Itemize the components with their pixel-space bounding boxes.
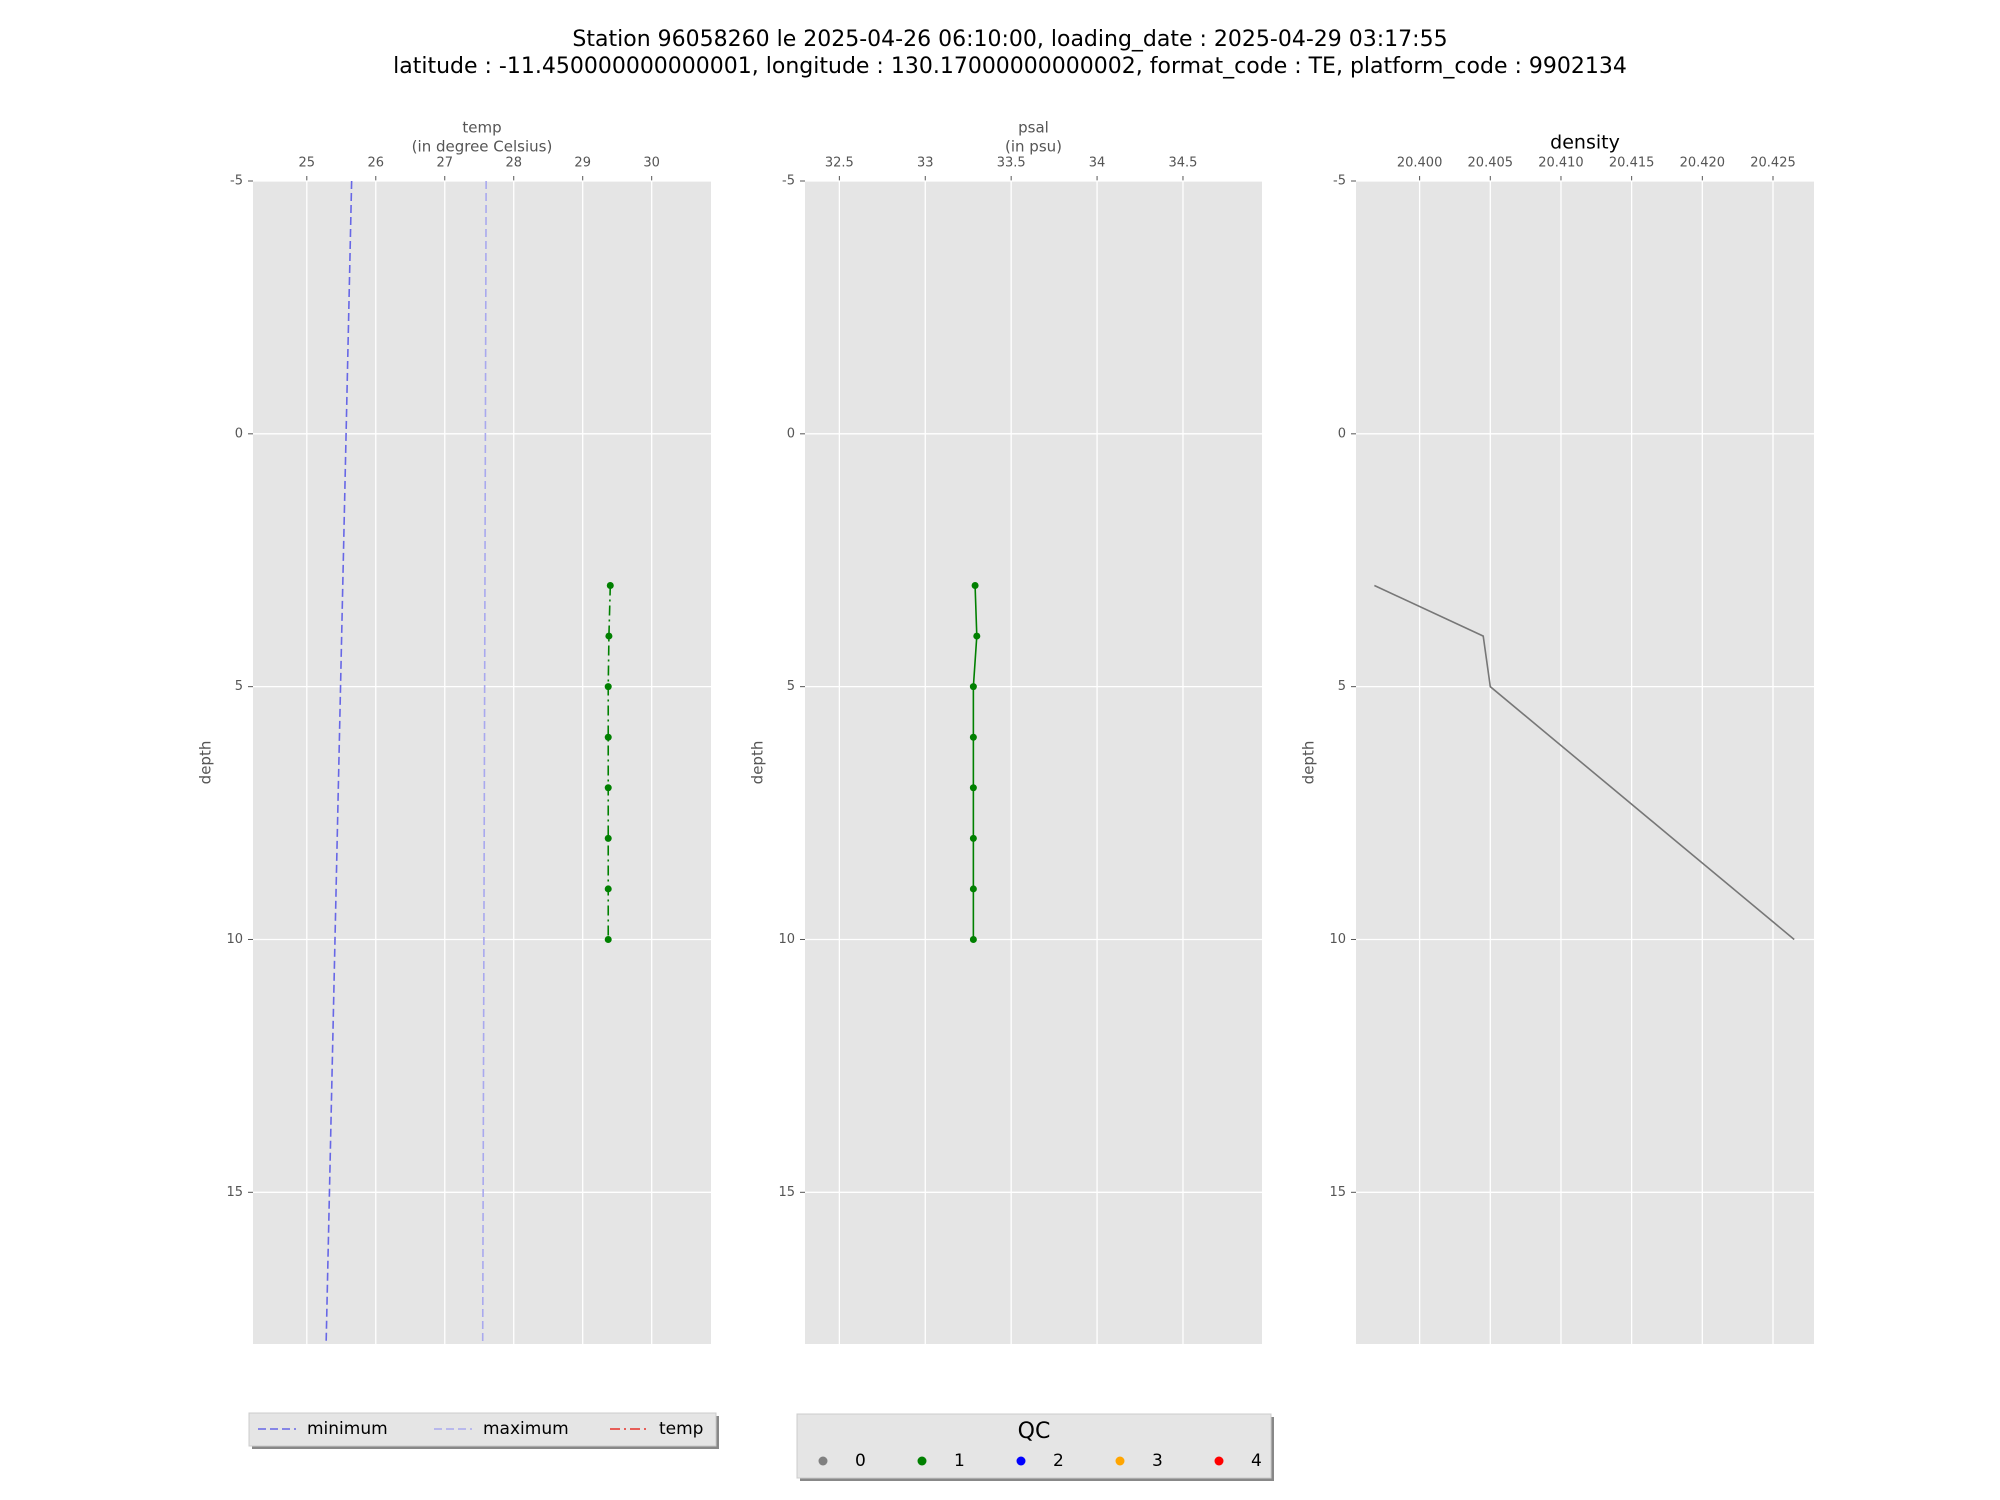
profile-line	[972, 585, 978, 940]
x-tick-label: 27	[436, 156, 453, 171]
x-tick-label: 32.5	[825, 156, 854, 171]
plot-area	[253, 181, 711, 1344]
qc-point	[604, 885, 612, 893]
legend-label: 2	[1053, 1451, 1064, 1471]
qc-point	[604, 733, 612, 741]
legend-label: 1	[954, 1451, 965, 1471]
x-tick-label: 20.400	[1397, 156, 1443, 171]
qc-point	[969, 885, 977, 893]
qc-point	[969, 834, 977, 842]
y-tick-label: 5	[1338, 679, 1346, 694]
x-tick-label: 20.405	[1468, 156, 1514, 171]
qc-point	[969, 733, 977, 741]
y-tick-label: -5	[782, 174, 795, 189]
qc-point	[969, 784, 977, 792]
legend-marker	[818, 1456, 828, 1466]
y-axis-label: depth	[1300, 741, 1318, 785]
plot-area	[1356, 181, 1814, 1344]
profile-line	[1374, 584, 1795, 941]
legend-box	[796, 1413, 1272, 1479]
legend-label: maximum	[483, 1419, 569, 1439]
qc-point	[969, 935, 977, 943]
x-tick-label: 20.420	[1680, 156, 1726, 171]
suptitle: Station 96058260 le 2025-04-26 06:10:00,…	[572, 27, 1447, 52]
x-tick-label: 20.415	[1609, 156, 1655, 171]
legend-marker	[917, 1456, 927, 1466]
x-tick-label: 26	[368, 156, 385, 171]
legend-label: 3	[1152, 1451, 1163, 1471]
y-tick-label: 10	[1329, 932, 1346, 947]
x-tick-label: 20.425	[1750, 156, 1796, 171]
plot-area	[805, 181, 1262, 1344]
panel-title: density	[1550, 132, 1620, 154]
profile-line	[607, 585, 612, 940]
legend-label: temp	[659, 1419, 703, 1439]
legend-title: QC	[1018, 1419, 1051, 1444]
profile-line	[325, 181, 353, 1344]
legend-marker	[1214, 1456, 1224, 1466]
x-tick-label: 33.5	[997, 156, 1026, 171]
x-tick-label: 28	[505, 156, 522, 171]
x-axis-label: temp	[462, 119, 501, 137]
legend-label: 0	[855, 1451, 866, 1471]
y-tick-label: 15	[778, 1185, 795, 1200]
y-axis-label: depth	[197, 741, 215, 785]
plot-clip-group	[1374, 584, 1795, 941]
x-tick-label: 33	[917, 156, 934, 171]
x-axis-label: psal	[1018, 119, 1049, 137]
x-axis-label: (in psu)	[1005, 138, 1062, 156]
y-tick-label: -5	[230, 174, 243, 189]
y-tick-label: 5	[787, 679, 795, 694]
qc-point	[605, 632, 613, 640]
qc-point	[969, 683, 977, 691]
x-tick-label: 30	[643, 156, 660, 171]
x-tick-label: 34.5	[1168, 156, 1197, 171]
y-tick-label: 15	[226, 1185, 243, 1200]
qc-point	[604, 683, 612, 691]
qc-point	[973, 632, 981, 640]
y-tick-label: 10	[778, 932, 795, 947]
legend-label: 4	[1251, 1451, 1262, 1471]
y-tick-label: 0	[235, 426, 243, 441]
qc-point	[604, 834, 612, 842]
qc-point	[604, 935, 612, 943]
x-tick-label: 34	[1089, 156, 1106, 171]
suptitle: latitude : -11.450000000000001, longitud…	[393, 54, 1627, 79]
y-tick-label: 15	[1329, 1185, 1346, 1200]
y-tick-label: 5	[235, 679, 243, 694]
y-tick-label: 0	[1338, 426, 1346, 441]
x-tick-label: 20.410	[1538, 156, 1584, 171]
legend-label: minimum	[307, 1419, 388, 1439]
qc-point	[606, 582, 614, 590]
y-tick-label: 0	[787, 426, 795, 441]
y-tick-label: 10	[226, 932, 243, 947]
x-axis-label: (in degree Celsius)	[412, 138, 553, 156]
plot-clip-group	[325, 181, 614, 1344]
plot-clip-group	[969, 582, 981, 943]
legend-marker	[1115, 1456, 1125, 1466]
x-tick-label: 29	[574, 156, 591, 171]
x-tick-label: 25	[299, 156, 316, 171]
qc-point	[604, 784, 612, 792]
y-tick-label: -5	[1333, 174, 1346, 189]
legend-marker	[1016, 1456, 1026, 1466]
legend-box	[248, 1412, 717, 1447]
y-axis-label: depth	[749, 741, 767, 785]
profile-line	[481, 181, 487, 1344]
qc-point	[971, 582, 979, 590]
